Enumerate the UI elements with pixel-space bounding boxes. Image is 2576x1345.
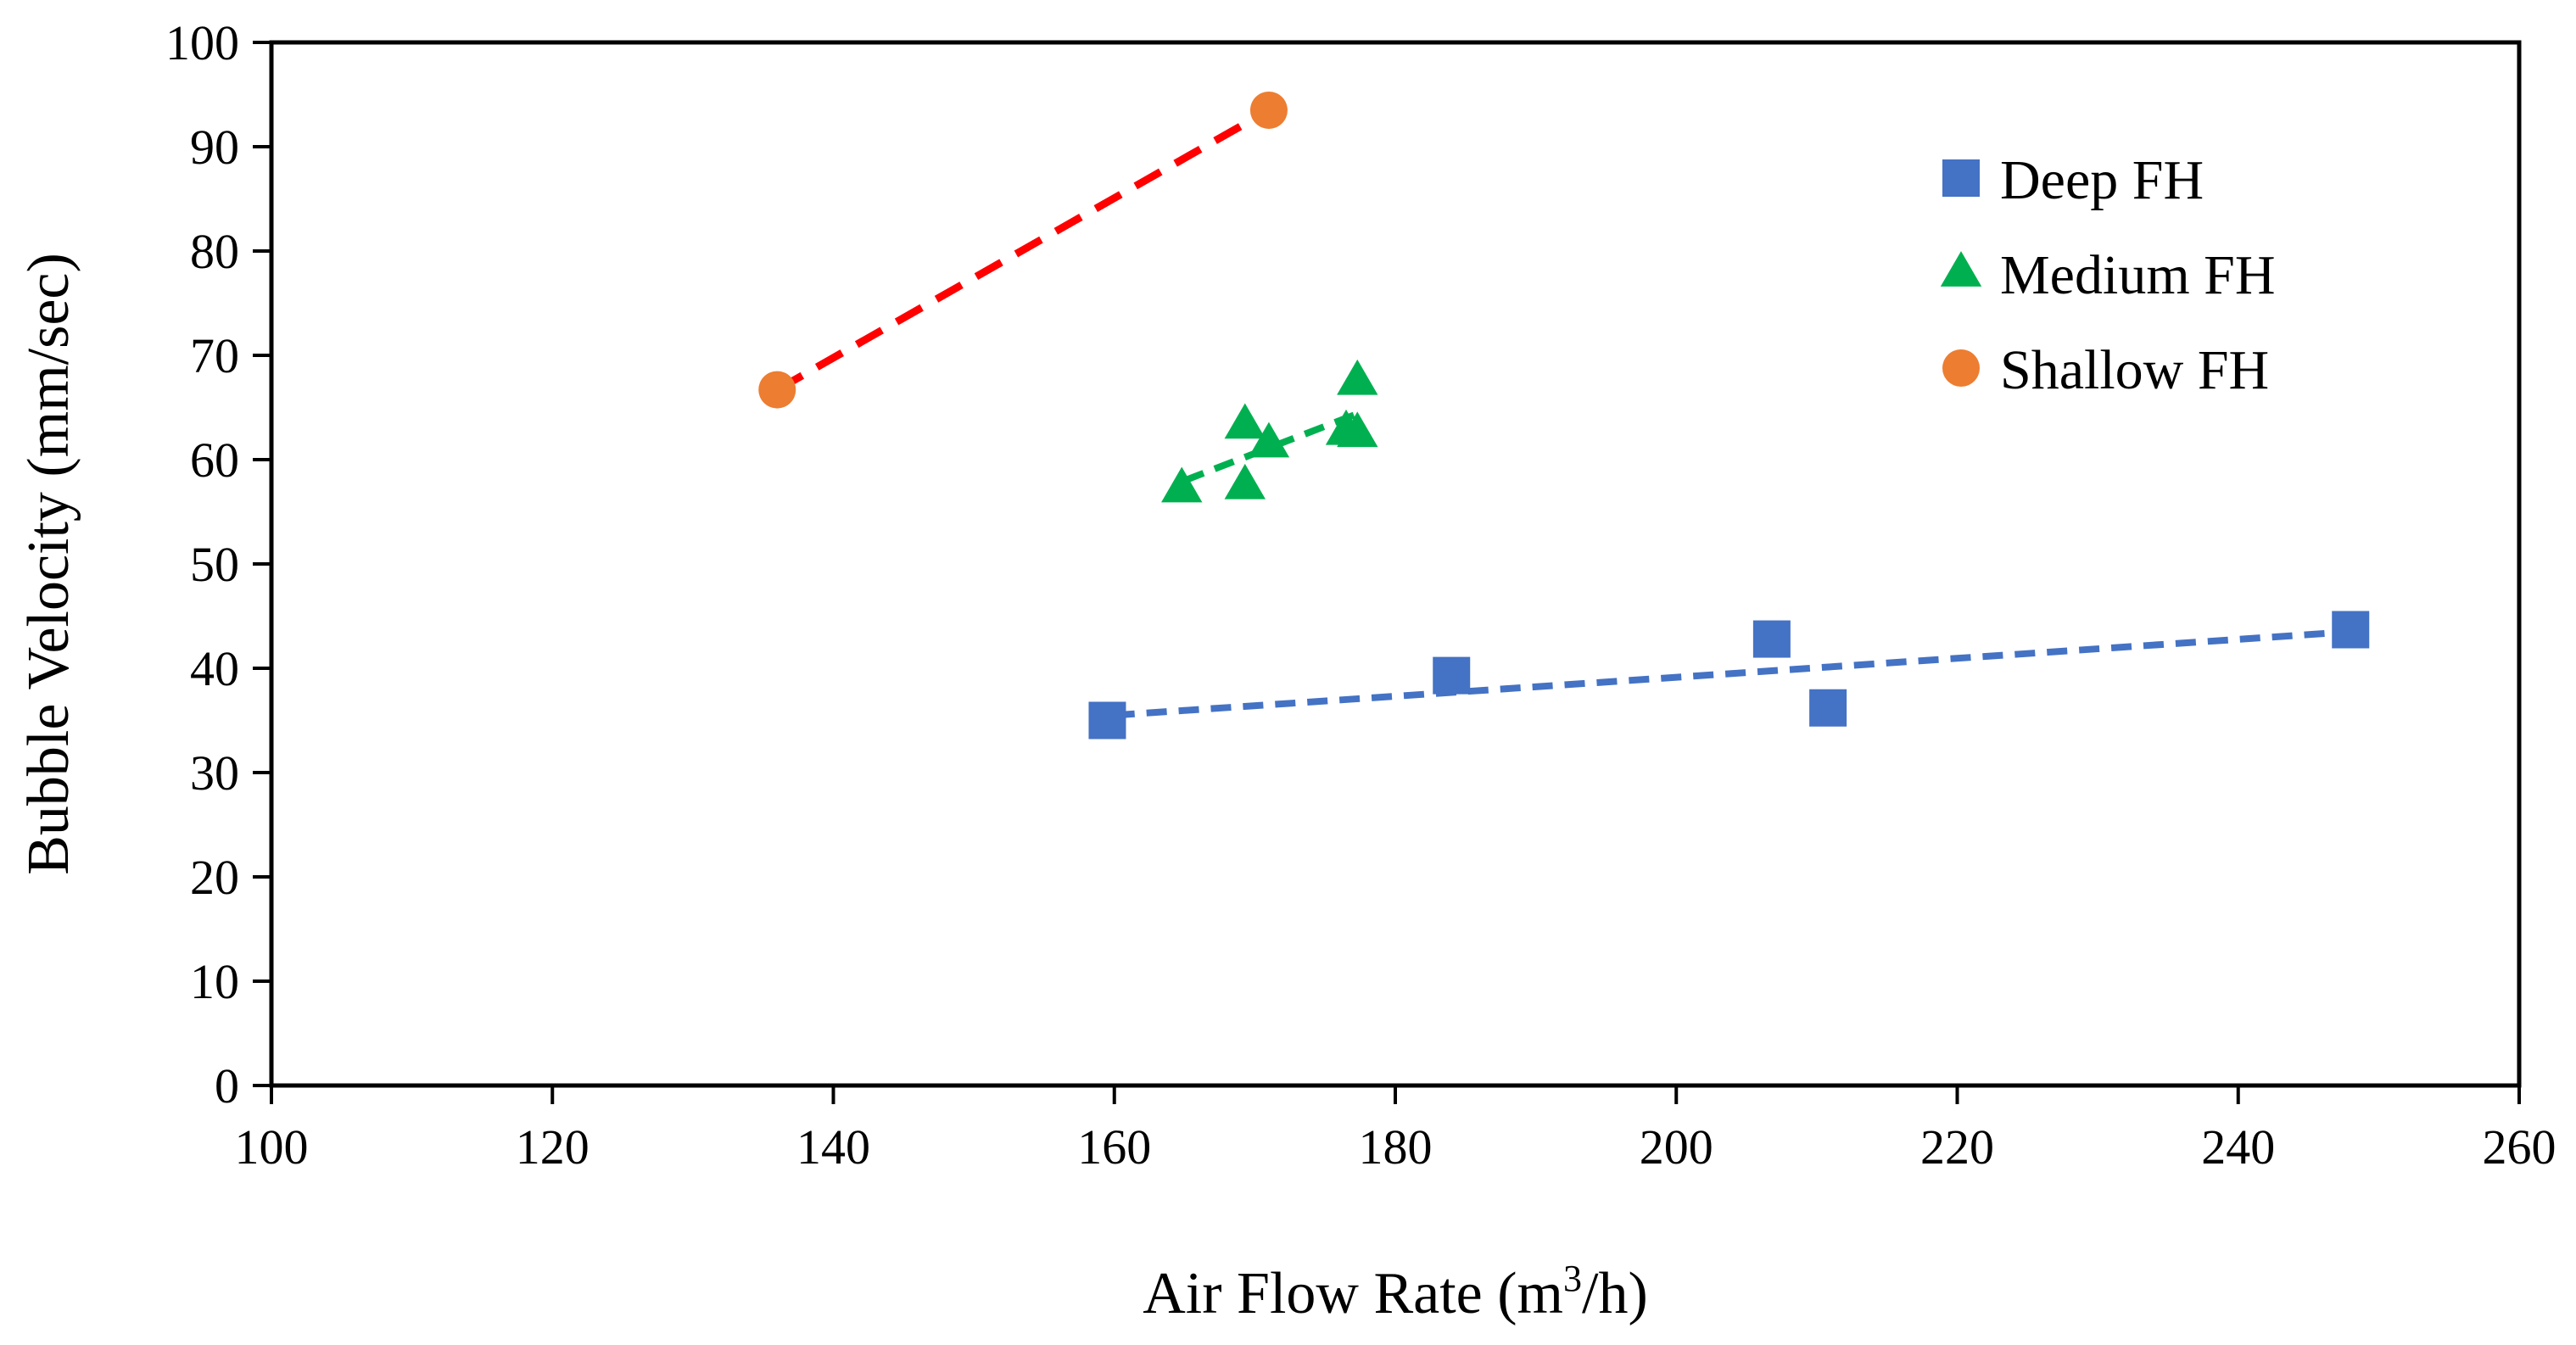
medium-fh-point	[1161, 466, 1203, 503]
y-tick-label: 70	[190, 328, 239, 383]
medium-fh-point	[1224, 463, 1266, 499]
deep-fh-point	[2332, 611, 2370, 649]
x-tick-label: 180	[1359, 1119, 1433, 1175]
legend-medium-fh-marker	[1940, 251, 1982, 287]
legend: Deep FH Medium FH Shallow FH	[1940, 149, 2276, 401]
y-tick-label: 80	[190, 224, 239, 279]
y-tick-label: 20	[190, 850, 239, 905]
x-axis-label-superscript: 3	[1563, 1258, 1582, 1299]
x-tick-label: 220	[1920, 1119, 1994, 1175]
deep-fh-point	[1433, 656, 1471, 695]
legend-shallow-fh-label: Shallow FH	[2000, 339, 2269, 401]
trendlines	[775, 107, 2351, 719]
legend-deep-fh-label: Deep FH	[2000, 149, 2204, 211]
shallow-fh-point	[1249, 91, 1288, 129]
deep-fh-point	[1752, 620, 1791, 658]
medium-fh-point	[1337, 359, 1378, 395]
deep-fh-trendline	[1114, 628, 2351, 719]
x-axis-label: Air Flow Rate (m3/h)	[1143, 1258, 1648, 1326]
x-tick-label: 140	[796, 1119, 870, 1175]
x-tick-label: 200	[1640, 1119, 1713, 1175]
x-axis-label-end: /h)	[1582, 1261, 1648, 1326]
y-tick-label: 10	[190, 954, 239, 1009]
medium-fh-point	[1224, 403, 1266, 439]
deep-fh-point	[1088, 701, 1126, 739]
medium-fh-point	[1248, 421, 1290, 458]
shallow-fh-point	[758, 371, 796, 409]
legend-deep-fh-marker	[1942, 159, 1980, 197]
x-tick-label: 120	[516, 1119, 590, 1175]
y-tick-label: 60	[190, 433, 239, 488]
legend-shallow-fh-marker	[1942, 349, 1980, 387]
y-tick-label: 30	[190, 745, 239, 801]
medium-fh-point	[1337, 411, 1378, 448]
y-tick-label: 50	[190, 537, 239, 592]
x-tick-label: 240	[2201, 1119, 2275, 1175]
y-tick-label: 40	[190, 641, 239, 696]
y-tick-label: 0	[215, 1058, 239, 1113]
y-axis-label: Bubble Velocity (mm/sec)	[16, 253, 81, 875]
x-tick-label: 160	[1077, 1119, 1151, 1175]
y-tick-label: 100	[165, 15, 239, 70]
x-tick-label: 260	[2483, 1119, 2556, 1175]
data-points	[758, 91, 2370, 739]
shallow-fh-trendline	[775, 107, 1271, 393]
axis-ticks: 100 120 140 160 180 200 220 240 260 0 10 20 30 40 50 60…	[165, 15, 2556, 1175]
deep-fh-point	[1809, 689, 1847, 727]
legend-medium-fh-label: Medium FH	[2000, 244, 2276, 306]
y-tick-label: 90	[190, 120, 239, 175]
x-tick-label: 100	[235, 1119, 309, 1175]
x-axis-label-main: Air Flow Rate (m	[1143, 1261, 1563, 1326]
